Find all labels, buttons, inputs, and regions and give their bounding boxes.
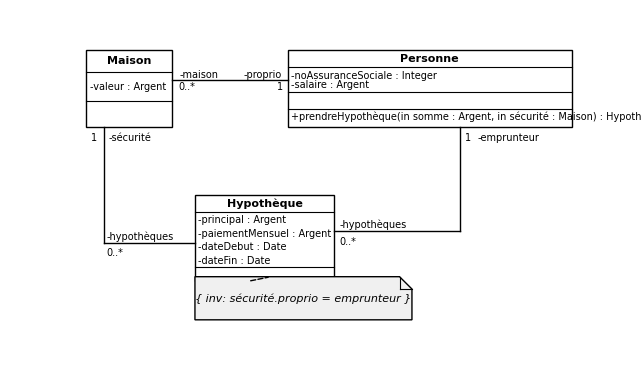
Text: Maison: Maison [107, 56, 152, 66]
Text: -hypothèques: -hypothèques [339, 220, 406, 230]
Text: -proprio: -proprio [243, 70, 282, 80]
Text: -sécurité: -sécurité [108, 133, 151, 143]
Text: -salaire : Argent: -salaire : Argent [291, 80, 369, 90]
Text: +prendreHypothèque(in somme : Argent, in sécurité : Maison) : Hypothèque: +prendreHypothèque(in somme : Argent, in… [291, 112, 642, 123]
Text: 1: 1 [91, 133, 97, 143]
Text: -paiementMensuel : Argent: -paiementMensuel : Argent [198, 229, 331, 238]
Text: -emprunteur: -emprunteur [477, 133, 539, 143]
Text: 0..*: 0..* [178, 82, 195, 92]
Text: -maison: -maison [180, 70, 218, 80]
Text: 1: 1 [277, 82, 283, 92]
Text: Personne: Personne [401, 54, 459, 64]
Polygon shape [195, 277, 412, 320]
Text: 0..*: 0..* [107, 248, 123, 258]
Bar [87, 50, 171, 127]
Text: -dateDebut : Date: -dateDebut : Date [198, 243, 286, 252]
Bar [195, 195, 334, 281]
Text: -principal : Argent: -principal : Argent [198, 215, 286, 224]
Text: Hypothèque: Hypothèque [227, 198, 302, 209]
Text: 0..*: 0..* [339, 237, 356, 247]
Text: -dateFin : Date: -dateFin : Date [198, 256, 270, 266]
Bar [288, 50, 571, 127]
Text: -hypothèques: -hypothèques [107, 231, 174, 242]
Text: { inv: sécurité.proprio = emprunteur }: { inv: sécurité.proprio = emprunteur } [195, 293, 412, 304]
Text: -noAssuranceSociale : Integer: -noAssuranceSociale : Integer [291, 71, 437, 81]
Text: 1: 1 [465, 133, 471, 143]
Text: -valeur : Argent: -valeur : Argent [89, 81, 166, 92]
